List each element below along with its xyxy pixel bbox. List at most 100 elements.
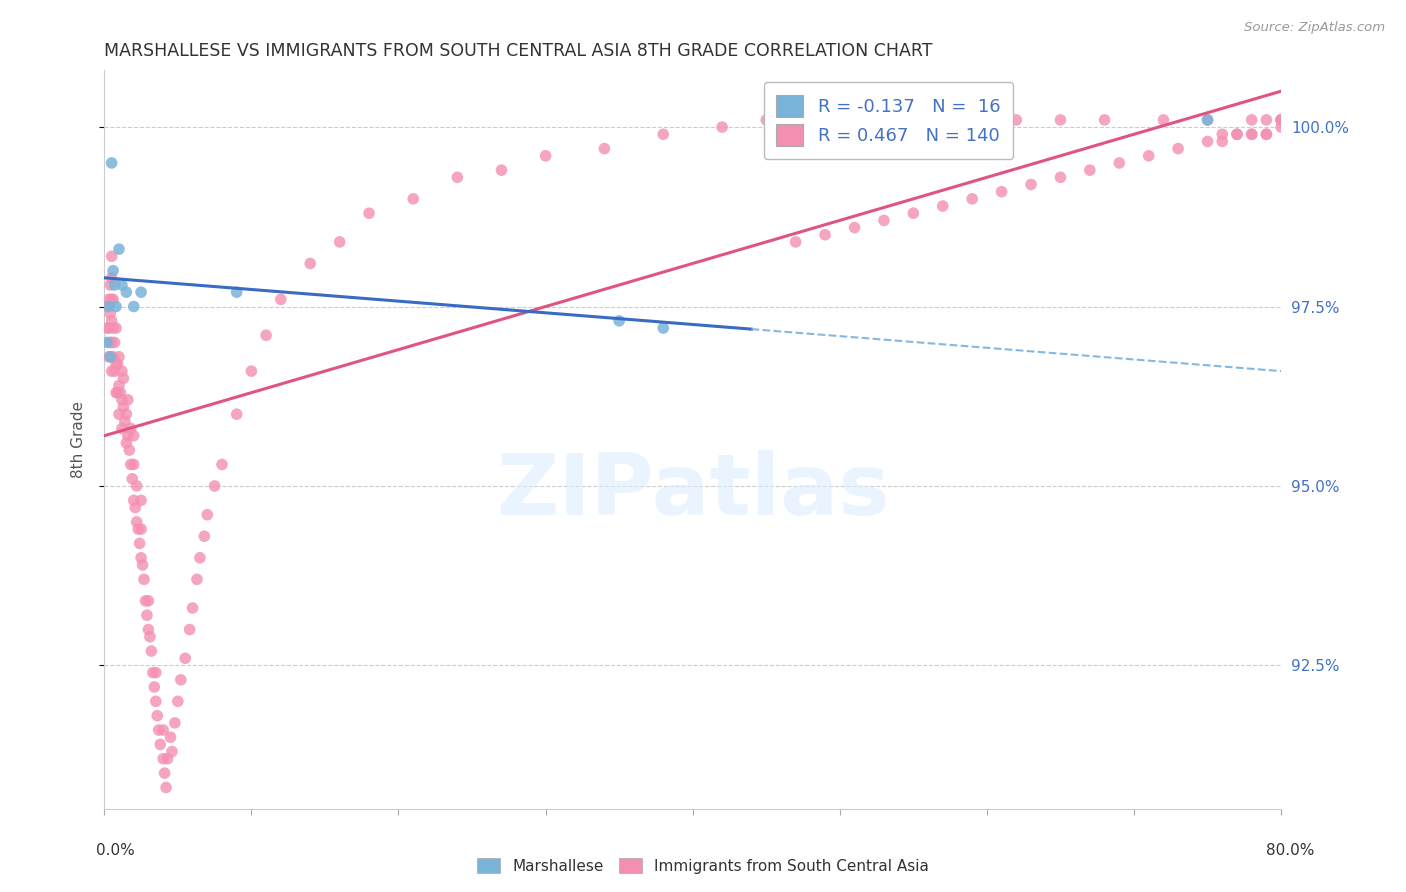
Point [111,278,134,293]
Point [122,458,145,472]
Point [96,335,118,350]
Point [120,421,142,435]
Point [104,335,127,350]
Point [138,594,160,608]
Point [1094,112,1116,127]
Point [105,321,128,335]
Point [225,407,247,421]
Point [105,300,128,314]
Point [128,536,150,550]
Point [104,278,127,293]
Point [101,350,124,364]
Point [534,149,557,163]
Point [100,364,122,378]
Point [299,256,322,270]
Point [1270,112,1292,127]
Point [97,321,120,335]
Point [1270,112,1292,127]
Point [96,321,118,335]
Point [97,350,120,364]
Point [711,120,734,134]
Point [1197,112,1219,127]
Point [858,105,880,120]
Point [98,350,121,364]
Point [1256,112,1278,127]
Point [100,335,122,350]
Point [131,558,153,572]
Point [136,608,159,623]
Point [359,206,381,220]
Point [814,227,837,242]
Point [179,623,201,637]
Point [111,392,134,407]
Point [132,572,155,586]
Point [100,249,122,263]
Point [117,392,139,407]
Point [799,112,821,127]
Point [1240,112,1263,127]
Point [127,522,149,536]
Point [100,314,122,328]
Text: MARSHALLESE VS IMMIGRANTS FROM SOUTH CENTRAL ASIA 8TH GRADE CORRELATION CHART: MARSHALLESE VS IMMIGRANTS FROM SOUTH CEN… [104,42,932,60]
Point [145,694,167,708]
Point [129,522,152,536]
Point [329,235,352,249]
Point [607,314,630,328]
Point [101,293,124,307]
Point [755,112,778,127]
Point [110,385,132,400]
Point [104,364,127,378]
Point [1049,112,1071,127]
Point [193,529,215,543]
Point [108,407,131,421]
Point [138,623,160,637]
Point [111,364,134,378]
Point [124,500,146,515]
Point [1005,112,1028,127]
Point [101,321,124,335]
Y-axis label: 8th Grade: 8th Grade [72,401,86,478]
Point [1152,112,1174,127]
Point [960,192,983,206]
Point [1270,120,1292,134]
Point [181,601,204,615]
Point [1019,178,1042,192]
Point [204,479,226,493]
Point [129,493,152,508]
Point [1211,128,1233,142]
Point [1197,135,1219,149]
Point [98,307,121,321]
Point [118,443,141,458]
Point [120,458,142,472]
Point [143,680,166,694]
Point [240,364,263,378]
Point [1226,128,1249,142]
Point [97,300,120,314]
Point [98,335,121,350]
Point [254,328,277,343]
Point [652,128,675,142]
Point [122,493,145,508]
Point [125,479,148,493]
Point [903,105,925,120]
Point [1240,128,1263,142]
Point [155,780,177,795]
Point [1167,142,1189,156]
Point [139,630,162,644]
Point [1078,163,1101,178]
Point [186,572,208,586]
Point [96,300,118,314]
Legend: Marshallese, Immigrants from South Central Asia: Marshallese, Immigrants from South Centr… [471,852,935,880]
Point [174,651,197,665]
Point [785,235,807,249]
Point [1270,112,1292,127]
Point [101,263,124,277]
Point [1256,128,1278,142]
Point [1211,135,1233,149]
Point [1197,112,1219,127]
Point [188,550,211,565]
Point [166,694,188,708]
Point [112,400,135,414]
Point [159,730,181,744]
Point [97,293,120,307]
